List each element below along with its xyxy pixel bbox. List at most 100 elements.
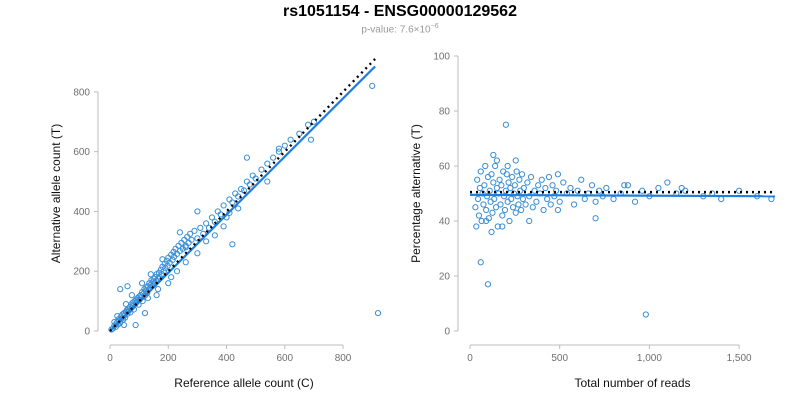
data-point: [512, 157, 519, 164]
data-point: [176, 229, 184, 236]
x-tick: 1,500: [727, 345, 752, 364]
data-point: [496, 176, 503, 183]
data-point: [588, 182, 596, 189]
data-point: [718, 195, 725, 203]
data-point: [275, 145, 283, 152]
data-point: [476, 184, 483, 192]
figure-subtitle: p-value: 7.6×10−6: [0, 23, 800, 35]
data-point: [229, 241, 236, 248]
data-point: [535, 182, 542, 189]
data-point: [501, 206, 509, 214]
y-tick-label: 400: [73, 207, 90, 218]
data-point: [488, 171, 495, 178]
x-tick-label: 200: [160, 353, 177, 364]
y-tick: 60: [439, 162, 458, 173]
data-point: [531, 187, 538, 194]
data-point: [520, 184, 527, 192]
data-point: [596, 187, 603, 194]
data-point: [310, 118, 318, 125]
data-point: [243, 154, 251, 161]
data-point: [631, 198, 639, 205]
data-point: [165, 280, 172, 287]
x-axis-label: Total number of reads: [574, 376, 690, 390]
data-point: [484, 281, 492, 288]
data-point: [553, 187, 560, 194]
data-point: [500, 168, 507, 175]
data-point: [208, 214, 216, 221]
data-point: [642, 311, 649, 318]
data-point: [191, 227, 198, 234]
data-point: [369, 82, 376, 89]
data-point: [487, 198, 494, 205]
y-tick: 100: [433, 52, 458, 63]
y-tick-label: 600: [73, 147, 90, 158]
data-point: [120, 321, 128, 329]
data-point: [529, 204, 536, 211]
data-point: [152, 274, 159, 281]
y-axis-label: Alternative allele count (T): [49, 124, 63, 263]
data-point: [578, 176, 585, 183]
data-point: [154, 286, 162, 293]
data-point: [474, 195, 482, 203]
subtitle-prefix: p-value: 7.6×10: [361, 24, 431, 36]
data-point: [114, 312, 121, 320]
data-point: [229, 199, 236, 206]
data-point: [138, 280, 146, 287]
data-point: [518, 171, 526, 178]
chart-2: 0 500 1,000 1,500 0 20 40 60 80 100 Total number o…: [409, 52, 776, 390]
data-point: [507, 184, 514, 192]
data-point: [182, 259, 189, 266]
data-point: [497, 201, 504, 208]
data-point: [492, 204, 500, 211]
data-point: [211, 218, 218, 225]
data-point: [169, 256, 176, 263]
x-tick: 1,000: [637, 345, 662, 364]
data-point: [549, 182, 556, 189]
data-point: [483, 206, 490, 214]
data-point: [486, 187, 493, 194]
data-point: [492, 162, 499, 170]
x-tick: 600: [276, 345, 294, 364]
data-point: [144, 295, 151, 302]
data-point: [480, 201, 487, 208]
data-point: [526, 217, 533, 225]
data-point: [522, 201, 529, 208]
data-point: [498, 182, 505, 189]
data-point: [477, 168, 484, 175]
data-point: [194, 208, 201, 215]
x-tick: 0: [467, 345, 473, 364]
data-point: [226, 196, 233, 203]
data-point: [574, 187, 581, 194]
data-point: [489, 209, 496, 216]
data-point: [556, 198, 563, 205]
data-point: [264, 178, 271, 185]
data-point: [508, 195, 515, 203]
data-point: [500, 193, 508, 200]
data-point: [509, 204, 517, 211]
x-tick-label: 1,000: [637, 353, 662, 364]
x-tick-label: 400: [218, 353, 235, 364]
data-point: [610, 195, 617, 203]
data-point: [538, 176, 545, 183]
y-tick-label: 80: [439, 107, 451, 118]
data-point: [483, 217, 490, 225]
data-point: [243, 178, 251, 185]
data-point: [491, 195, 498, 203]
data-point: [527, 173, 535, 181]
data-point: [252, 175, 259, 182]
data-point: [296, 130, 303, 137]
x-tick-label: 500: [551, 353, 568, 364]
y-tick-label: 0: [84, 327, 90, 338]
data-point: [475, 212, 483, 219]
data-point: [504, 162, 511, 170]
points-group: [472, 121, 775, 318]
y-tick: 600: [73, 147, 98, 158]
data-point: [547, 201, 554, 208]
data-point: [235, 205, 242, 212]
data-point: [512, 209, 519, 216]
data-point: [513, 168, 520, 175]
data-point: [502, 187, 509, 194]
data-point: [281, 142, 288, 149]
data-point: [128, 292, 135, 299]
